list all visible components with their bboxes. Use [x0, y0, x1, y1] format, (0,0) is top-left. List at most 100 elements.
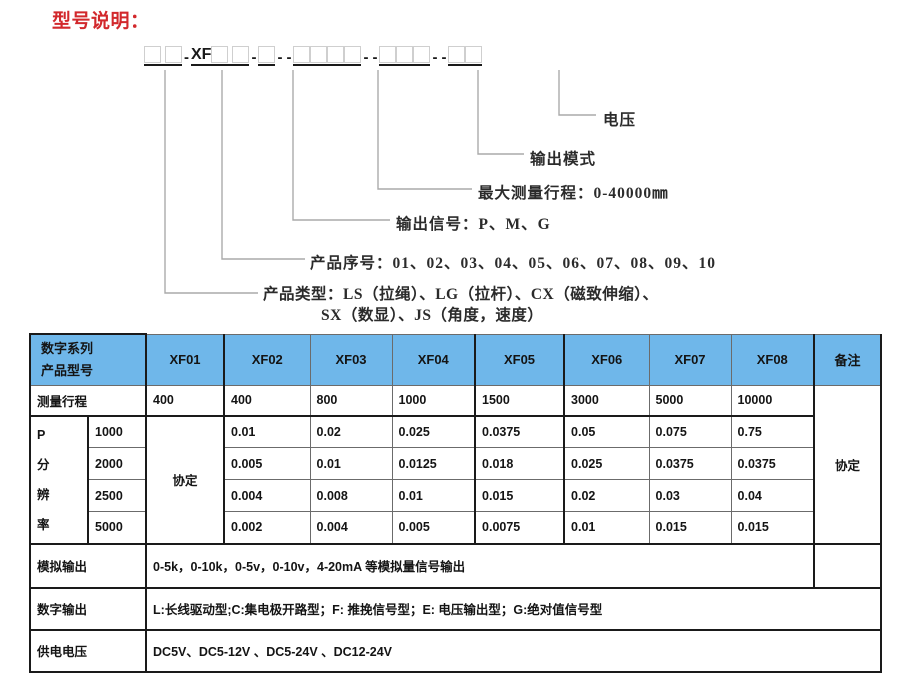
digital-output-value: L:长线驱动型;C:集电极开路型；F: 推挽信号型；E: 电压输出型；G:绝对值… [145, 586, 883, 630]
code-prefix-xf: XF [191, 46, 212, 63]
code-box [379, 46, 397, 63]
table-row-digital-output: 数字输出 L:长线驱动型;C:集电极开路型；F: 推挽信号型；E: 电压输出型；… [28, 586, 883, 630]
table-header-row: 数字系列 产品型号 XF01 XF02 XF03 XF04 XF05 XF06 … [28, 333, 883, 386]
res-5000-xf06: 0.01 [563, 511, 650, 544]
res-2000-xf03: 0.01 [309, 447, 393, 480]
header-xf02: XF02 [223, 333, 311, 386]
code-box [165, 46, 182, 63]
code-group-mode [379, 46, 431, 66]
model-code-pattern: - XF - - - - - - - [144, 42, 483, 66]
resolution-char-p: P [37, 427, 46, 442]
code-separator: - [251, 49, 257, 66]
range-xf06: 3000 [563, 385, 650, 416]
pulse-2500: 2500 [86, 479, 147, 512]
res-1000-xf03: 0.02 [309, 414, 393, 448]
res-2000-xf06: 0.025 [563, 447, 650, 480]
res-2500-xf06: 0.02 [563, 479, 650, 512]
res-1000-xf08: 0.75 [730, 414, 815, 448]
header-xf04: XF04 [391, 333, 476, 386]
res-2000-xf04: 0.0125 [391, 447, 476, 480]
res-1000-xf05: 0.0375 [474, 414, 565, 448]
table-row-resolution-1000: P 分 辨 率 1000 协定 0.01 0.02 0.025 0.0375 0… [29, 414, 881, 544]
code-box [293, 46, 311, 63]
header-model-line1: 数字系列 [41, 341, 94, 356]
res-2500-xf03: 0.008 [309, 479, 393, 512]
supply-voltage-value: DC5V、DC5-12V 、DC5-24V 、DC12-24V [145, 628, 883, 673]
specification-table: 数字系列 产品型号 XF01 XF02 XF03 XF04 XF05 XF06 … [28, 333, 883, 673]
row-label-measuring-range: 测量行程 [28, 385, 147, 416]
header-remark: 备注 [813, 333, 883, 386]
header-model-label: 数字系列 产品型号 [28, 333, 147, 386]
table-row-resolution-2500: 2500 0.004 0.008 0.01 0.015 0.02 0.03 0.… [30, 479, 881, 512]
leader-label-max-range: 最大测量行程：0-40000㎜ [478, 185, 669, 202]
resolution-char-fen: 分 [37, 457, 50, 472]
res-2000-xf07: 0.0375 [648, 447, 732, 480]
res-2500-xf08: 0.04 [730, 479, 815, 512]
leader-label-output-signal: 输出信号：P、M、G [396, 216, 551, 233]
code-separator: - [441, 49, 447, 66]
code-separator: - [277, 49, 283, 66]
product-type-line2: SX（数显）、JS（角度，速度） [321, 307, 544, 324]
res-2500-xf02: 0.004 [223, 479, 311, 512]
res-2000-xf08: 0.0375 [730, 447, 815, 480]
header-xf01: XF01 [145, 333, 225, 386]
remark-agreement-merged: 协定 [813, 385, 883, 544]
header-xf03: XF03 [309, 333, 393, 386]
res-1000-xf06: 0.05 [563, 414, 650, 448]
page-title: 型号说明： [52, 11, 150, 32]
leader-label-product-type: 产品类型：LS（拉绳）、LG（拉杆）、CX（磁致伸缩）、 SX（数显）、JS（角… [263, 284, 659, 326]
code-group-voltage [448, 46, 483, 66]
range-xf02: 400 [223, 385, 311, 416]
range-xf04: 1000 [391, 385, 476, 416]
code-group-type [144, 46, 182, 66]
header-xf08: XF08 [730, 333, 815, 386]
code-separator: - [363, 49, 369, 66]
resolution-char-bian: 辨 [37, 487, 50, 502]
table-row-measuring-range: 测量行程 400 400 800 1000 1500 3000 5000 100… [28, 385, 883, 544]
header-model-line2: 产品型号 [41, 363, 94, 378]
code-group-serial: XF [191, 46, 250, 66]
table-row-resolution-2000: 2000 0.005 0.01 0.0125 0.018 0.025 0.037… [30, 447, 881, 480]
res-2500-xf04: 0.01 [391, 479, 476, 512]
res-5000-xf08: 0.015 [730, 511, 815, 544]
leader-label-output-mode: 输出模式 [530, 151, 597, 168]
table-row-analog-output: 模拟输出 0-5k，0-10k，0-5v，0-10v，4-20mA 等模拟量信号… [28, 542, 883, 588]
res-1000-xf04: 0.025 [391, 414, 476, 448]
range-xf05: 1500 [474, 385, 565, 416]
analog-output-value: 0-5k，0-10k，0-5v，0-10v，4-20mA 等模拟量信号输出 [145, 542, 815, 588]
table-row-supply-voltage: 供电电压 DC5V、DC5-12V 、DC5-24V 、DC12-24V [28, 628, 883, 673]
product-type-line1: 产品类型：LS（拉绳）、LG（拉杆）、CX（磁致伸缩）、 [263, 286, 659, 303]
resolution-xf01-agreement: 协定 [145, 414, 225, 544]
res-2000-xf05: 0.018 [474, 447, 565, 480]
code-box [144, 46, 161, 63]
range-xf03: 800 [309, 385, 393, 416]
code-separator: - [286, 49, 292, 66]
code-box [327, 46, 345, 63]
range-xf07: 5000 [648, 385, 732, 416]
code-separator: - [184, 49, 189, 66]
header-xf05: XF05 [474, 333, 565, 386]
res-2500-xf07: 0.03 [648, 479, 732, 512]
code-box [258, 46, 276, 63]
code-box [413, 46, 431, 63]
row-label-supply-voltage: 供电电压 [28, 628, 147, 673]
res-5000-xf02: 0.002 [223, 511, 311, 544]
range-xf01: 400 [145, 385, 225, 416]
res-5000-xf05: 0.0075 [474, 511, 565, 544]
res-2000-xf02: 0.005 [223, 447, 311, 480]
table-row-resolution-5000: 5000 0.002 0.004 0.005 0.0075 0.01 0.015… [30, 511, 881, 544]
leader-label-voltage: 电压 [603, 112, 637, 129]
code-box [465, 46, 483, 63]
code-box [344, 46, 362, 63]
res-5000-xf04: 0.005 [391, 511, 476, 544]
resolution-label: P 分 辨 率 [29, 414, 89, 544]
code-separator: - [372, 49, 378, 66]
leader-lines [164, 70, 596, 294]
code-box [396, 46, 414, 63]
row-label-analog-output: 模拟输出 [28, 542, 147, 588]
code-group-range [293, 46, 362, 66]
code-box [310, 46, 328, 63]
header-xf07: XF07 [648, 333, 732, 386]
pulse-2000: 2000 [86, 447, 147, 480]
